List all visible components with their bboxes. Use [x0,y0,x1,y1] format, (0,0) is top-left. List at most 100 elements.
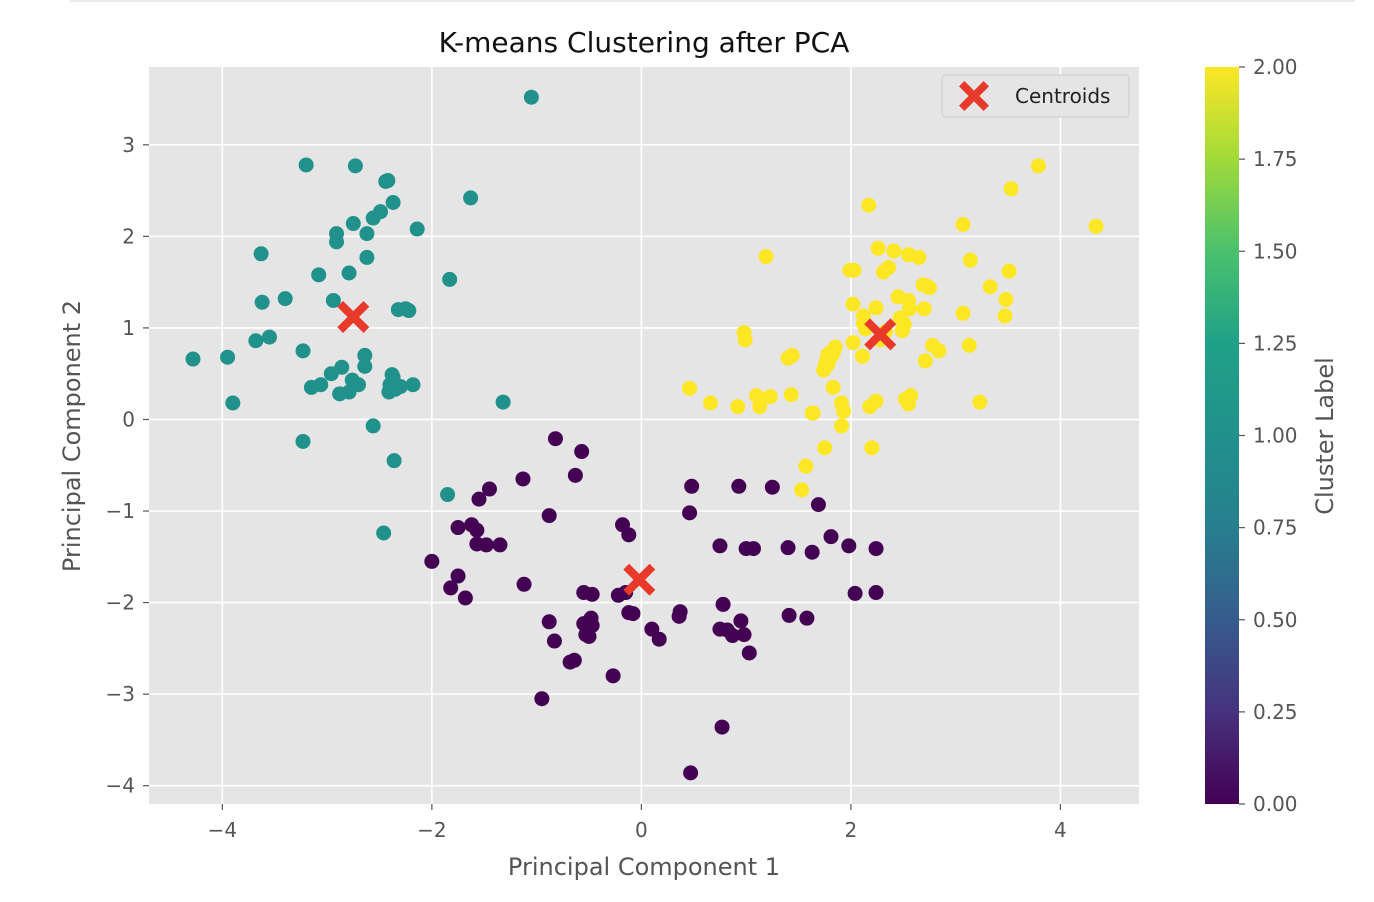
data-point-cluster-2 [855,308,871,324]
data-point-cluster-1 [357,358,373,374]
data-point-cluster-2 [1003,181,1019,197]
data-point-cluster-0 [605,668,621,684]
legend-centroid-marker [959,81,989,111]
data-point-cluster-1 [386,453,402,469]
data-point-cluster-0 [684,478,700,494]
data-point-cluster-1 [351,377,367,393]
data-point-cluster-0 [672,604,688,620]
colorbar-tick-label: 1.00 [1253,424,1298,448]
scatter-points [185,89,1104,781]
data-point-cluster-0 [621,605,637,621]
data-point-cluster-1 [376,525,392,541]
data-point-cluster-0 [733,613,749,629]
data-point-cluster-0 [515,471,531,487]
colorbar-label: Cluster Label [1311,357,1339,515]
y-tick-label: −2 [106,591,135,615]
data-point-cluster-0 [516,576,532,592]
data-point-cluster-2 [915,277,931,293]
data-point-cluster-1 [341,265,357,281]
data-point-cluster-0 [731,478,747,494]
data-point-cluster-0 [745,541,761,557]
data-point-cluster-0 [804,544,820,560]
data-point-cluster-2 [845,335,861,351]
data-point-cluster-1 [303,379,319,395]
data-point-cluster-2 [868,393,884,409]
data-point-cluster-0 [566,652,582,668]
data-point-cluster-0 [450,520,466,536]
data-point-cluster-2 [868,300,884,316]
data-point-cluster-0 [469,522,485,538]
data-point-cluster-0 [868,541,884,557]
data-point-cluster-0 [810,497,826,513]
colorbar-tick-label: 2.00 [1253,55,1298,79]
colorbar-tick-label: 1.50 [1253,239,1298,263]
data-point-cluster-1 [298,157,314,173]
data-point-cluster-2 [780,350,796,366]
data-point-cluster-0 [683,765,699,781]
data-point-cluster-2 [875,264,891,280]
data-point-cluster-0 [781,607,797,623]
x-tick-label: 4 [1054,818,1067,842]
centroid-markers [337,300,897,596]
data-point-cluster-2 [925,337,941,353]
data-point-cluster-1 [325,292,341,308]
data-point-cluster-1 [380,173,396,189]
x-tick-label: −2 [417,818,446,842]
plot-area [149,67,1139,804]
data-point-cluster-1 [295,433,311,449]
data-point-cluster-1 [385,194,401,210]
data-point-cluster-2 [816,362,832,378]
data-point-cluster-0 [823,529,839,545]
data-point-cluster-1 [495,394,511,410]
data-point-cluster-1 [185,351,201,367]
y-tick-label: 0 [122,407,135,431]
data-point-cluster-0 [478,537,494,553]
data-point-cluster-0 [847,585,863,601]
x-tick-label: −4 [208,818,237,842]
data-point-cluster-2 [737,332,753,348]
data-point-cluster-1 [440,487,456,503]
legend-box [941,74,1130,118]
data-point-cluster-0 [471,491,487,507]
data-point-cluster-2 [794,482,810,498]
data-point-cluster-0 [682,505,698,521]
x-tick-label: 0 [635,818,648,842]
data-point-cluster-2 [890,289,906,305]
data-point-cluster-1 [390,302,406,318]
colorbar-tick-label: 0.75 [1253,516,1298,540]
data-point-cluster-0 [443,580,459,596]
data-point-cluster-2 [1001,263,1017,279]
data-point-cluster-0 [736,627,752,643]
data-point-cluster-2 [998,292,1014,308]
data-point-cluster-0 [712,538,728,554]
colorbar-tick-label: 0.25 [1253,700,1298,724]
data-point-cluster-1 [463,190,479,206]
data-point-cluster-2 [901,247,917,263]
data-point-cluster-2 [682,380,698,396]
data-point-cluster-0 [581,628,597,644]
data-point-cluster-0 [457,590,473,606]
data-point-cluster-2 [783,387,799,403]
y-tick-label: 1 [122,316,135,340]
data-point-cluster-2 [1030,158,1046,174]
data-point-cluster-2 [798,458,814,474]
y-tick-label: −1 [106,499,135,523]
data-point-cluster-0 [534,691,550,707]
data-point-cluster-0 [541,614,557,630]
data-point-cluster-1 [365,418,381,434]
colorbar [1205,67,1239,804]
data-point-cluster-1 [295,343,311,359]
data-point-cluster-1 [254,294,270,310]
data-point-cluster-0 [725,628,741,644]
data-point-cluster-1 [385,377,401,393]
data-point-cluster-1 [359,249,375,265]
data-point-cluster-0 [799,610,815,626]
data-point-cluster-2 [833,418,849,434]
colorbar-tick-label: 0.50 [1253,608,1298,632]
data-point-cluster-0 [450,568,466,584]
y-tick-label: 2 [122,224,135,248]
data-point-cluster-2 [870,240,886,256]
data-point-cluster-2 [842,262,858,278]
data-point-cluster-2 [886,243,902,259]
data-point-cluster-0 [610,587,626,603]
